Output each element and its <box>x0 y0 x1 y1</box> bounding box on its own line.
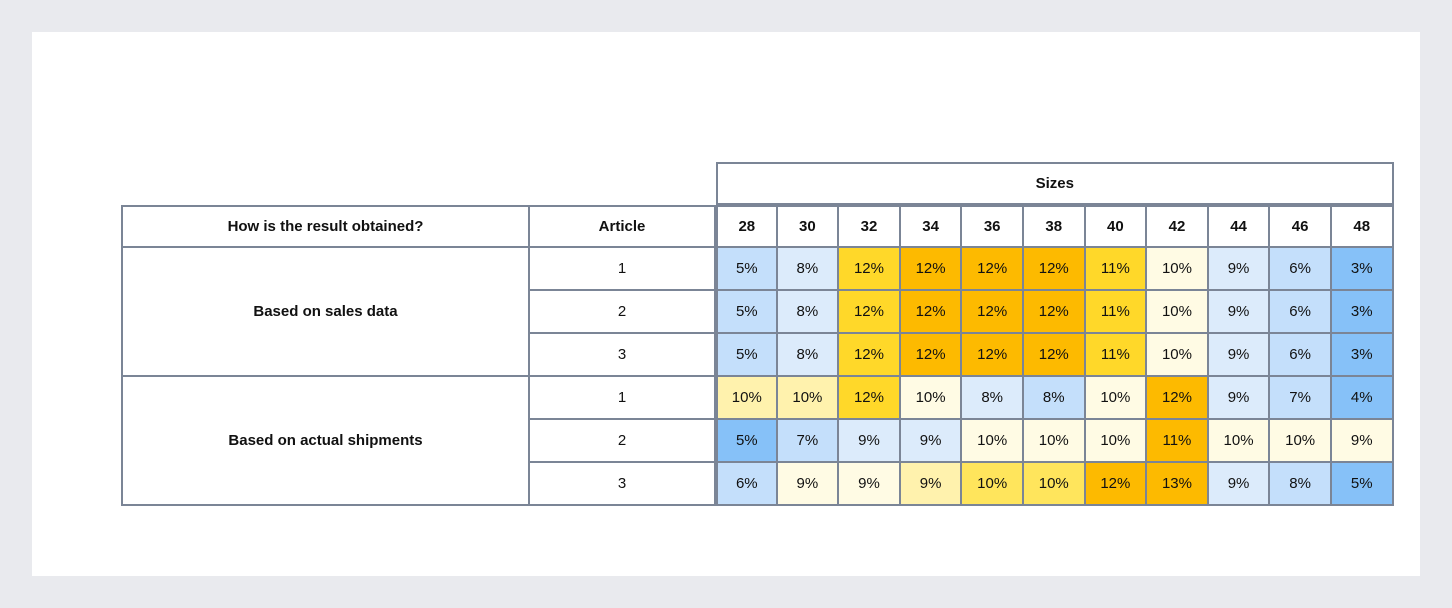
article-cell: 1 <box>530 377 716 420</box>
method-header: How is the result obtained? <box>121 205 530 248</box>
size-header-40: 40 <box>1085 205 1148 248</box>
heatmap-table: Sizes How is the result obtained? Article 2… <box>121 162 1394 506</box>
heatmap-cell: 7% <box>777 420 840 463</box>
heatmap-cell: 10% <box>1147 248 1209 291</box>
heatmap-cell: 10% <box>1147 334 1209 377</box>
heatmap-cell: 10% <box>962 463 1024 506</box>
heatmap-cell: 10% <box>1270 420 1332 463</box>
heatmap-cell: 12% <box>900 291 963 334</box>
heatmap-cell: 12% <box>962 248 1024 291</box>
heatmap-cell: 5% <box>716 291 778 334</box>
group-label-1: Based on actual shipments <box>121 377 530 506</box>
heatmap-cell: 3% <box>1331 291 1394 334</box>
heatmap-cell: 5% <box>1331 463 1394 506</box>
article-cell: 2 <box>530 420 716 463</box>
heatmap-cell: 10% <box>1085 420 1148 463</box>
heatmap-cell: 10% <box>900 377 963 420</box>
heatmap-cell: 9% <box>1208 248 1271 291</box>
size-header-46: 46 <box>1270 205 1332 248</box>
article-cell: 3 <box>530 463 716 506</box>
heatmap-cell: 12% <box>839 291 901 334</box>
heatmap-cell: 4% <box>1331 377 1394 420</box>
heatmap-cell: 10% <box>962 420 1024 463</box>
heatmap-cell: 9% <box>900 420 963 463</box>
article-cell: 2 <box>530 291 716 334</box>
article-header: Article <box>530 205 716 248</box>
heatmap-cell: 6% <box>716 463 778 506</box>
heatmap-cell: 8% <box>777 291 840 334</box>
heatmap-cell: 12% <box>839 248 901 291</box>
heatmap-cell: 12% <box>900 248 963 291</box>
size-header-36: 36 <box>962 205 1024 248</box>
heatmap-cell: 8% <box>962 377 1024 420</box>
heatmap-cell: 9% <box>1331 420 1394 463</box>
heatmap-cell: 9% <box>1208 377 1271 420</box>
heatmap-cell: 11% <box>1085 248 1148 291</box>
heatmap-cell: 11% <box>1085 291 1148 334</box>
heatmap-cell: 12% <box>1023 334 1086 377</box>
heatmap-cell: 9% <box>1208 463 1271 506</box>
heatmap-cell: 12% <box>962 291 1024 334</box>
blank-corner <box>121 162 716 205</box>
heatmap-cell: 9% <box>839 420 901 463</box>
size-header-30: 30 <box>777 205 840 248</box>
chart-card: Sizes How is the result obtained? Article 2… <box>32 32 1420 576</box>
heatmap-cell: 3% <box>1331 334 1394 377</box>
heatmap-cell: 9% <box>839 463 901 506</box>
heatmap-cell: 3% <box>1331 248 1394 291</box>
size-header-34: 34 <box>900 205 963 248</box>
heatmap-cell: 6% <box>1270 291 1332 334</box>
heatmap-cell: 9% <box>1208 291 1271 334</box>
heatmap-cell: 8% <box>1270 463 1332 506</box>
heatmap-cell: 13% <box>1147 463 1209 506</box>
heatmap-cell: 9% <box>1208 334 1271 377</box>
heatmap-cell: 10% <box>1208 420 1271 463</box>
group-label-0: Based on sales data <box>121 248 530 377</box>
article-cell: 1 <box>530 248 716 291</box>
size-header-48: 48 <box>1331 205 1394 248</box>
heatmap-cell: 9% <box>777 463 840 506</box>
heatmap-cell: 12% <box>900 334 963 377</box>
heatmap-cell: 5% <box>716 334 778 377</box>
heatmap-cell: 8% <box>777 248 840 291</box>
sizes-header: Sizes <box>716 162 1394 205</box>
heatmap-cell: 6% <box>1270 334 1332 377</box>
heatmap-cell: 11% <box>1085 334 1148 377</box>
heatmap-cell: 10% <box>1023 420 1086 463</box>
heatmap-cell: 10% <box>1147 291 1209 334</box>
heatmap-cell: 11% <box>1147 420 1209 463</box>
size-header-28: 28 <box>716 205 778 248</box>
heatmap-cell: 10% <box>777 377 840 420</box>
heatmap-cell: 5% <box>716 420 778 463</box>
heatmap-cell: 10% <box>716 377 778 420</box>
heatmap-cell: 7% <box>1270 377 1332 420</box>
heatmap-cell: 12% <box>839 377 901 420</box>
size-header-38: 38 <box>1023 205 1086 248</box>
heatmap-cell: 5% <box>716 248 778 291</box>
size-header-42: 42 <box>1147 205 1209 248</box>
heatmap-cell: 12% <box>839 334 901 377</box>
heatmap-cell: 12% <box>1147 377 1209 420</box>
heatmap-cell: 8% <box>1023 377 1086 420</box>
heatmap-cell: 10% <box>1023 463 1086 506</box>
size-header-44: 44 <box>1208 205 1271 248</box>
size-header-32: 32 <box>839 205 901 248</box>
heatmap-cell: 12% <box>1023 291 1086 334</box>
heatmap-cell: 8% <box>777 334 840 377</box>
heatmap-cell: 12% <box>1085 463 1148 506</box>
heatmap-cell: 12% <box>962 334 1024 377</box>
heatmap-cell: 10% <box>1085 377 1148 420</box>
article-cell: 3 <box>530 334 716 377</box>
heatmap-cell: 6% <box>1270 248 1332 291</box>
heatmap-cell: 12% <box>1023 248 1086 291</box>
heatmap-cell: 9% <box>900 463 963 506</box>
